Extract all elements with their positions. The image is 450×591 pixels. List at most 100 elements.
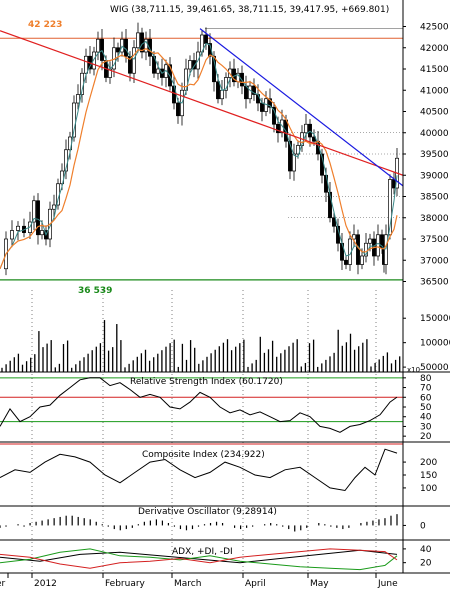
plus-di-line xyxy=(0,548,398,571)
adx-title: ADX, +DI, -DI xyxy=(172,547,233,557)
y-tick-label: 40 xyxy=(420,545,432,555)
candle-body xyxy=(124,38,128,57)
y-tick-label: 42500 xyxy=(420,23,449,33)
candle-body xyxy=(216,81,220,100)
candle-body xyxy=(156,68,160,74)
candle-body xyxy=(132,47,136,74)
y-tick-label: 37500 xyxy=(420,235,449,245)
resistance-label: 42 223 xyxy=(28,20,62,30)
candle-body xyxy=(40,230,44,236)
y-tick-label: 40 xyxy=(420,413,432,423)
candle-body xyxy=(376,234,380,257)
candle-body xyxy=(220,89,224,100)
composite-title: Composite Index (234.922) xyxy=(142,450,265,460)
y-tick-label: 150 xyxy=(420,471,437,481)
candle-body xyxy=(36,200,40,236)
y-tick-label: 40000 xyxy=(420,129,449,139)
support-label: 36 539 xyxy=(78,286,112,296)
y-tick-label: 20 xyxy=(420,432,432,442)
candle-body xyxy=(176,102,180,117)
y-tick-label: 100 xyxy=(420,484,437,494)
candle-body xyxy=(76,94,80,104)
y-tick-label: 41500 xyxy=(420,65,449,75)
candle-body xyxy=(148,38,152,57)
composite-line xyxy=(0,448,398,492)
fast-moving-average xyxy=(0,40,398,269)
candle-body xyxy=(304,123,308,134)
candle-body xyxy=(360,255,364,265)
candle-body xyxy=(204,34,208,44)
candle-body xyxy=(92,51,96,70)
candle-body xyxy=(260,102,264,112)
volume-unit-label: x10 xyxy=(407,366,420,374)
candle-body xyxy=(116,47,120,53)
x-tick-label: April xyxy=(245,579,266,589)
x-tick-label: 2012 xyxy=(34,579,57,589)
y-tick-label: 70 xyxy=(420,384,432,394)
y-tick-label: 38000 xyxy=(420,214,449,224)
candle-body xyxy=(52,204,56,210)
candle-body xyxy=(364,242,368,257)
candle-body xyxy=(188,60,192,70)
candle-body xyxy=(384,234,388,265)
rsi-title: Relative Strength Index (60.1720) xyxy=(130,377,283,387)
candle-body xyxy=(136,32,140,49)
candle-body xyxy=(144,38,148,53)
y-tick-label: 41000 xyxy=(420,86,449,96)
candle-body xyxy=(292,153,296,172)
adx-line xyxy=(0,549,398,564)
blue-trendline xyxy=(199,28,404,187)
candle-body xyxy=(10,230,14,240)
composite-panel: 100 150 200 Composite Index (234.922) xyxy=(0,448,437,494)
rsi-line xyxy=(0,377,398,433)
candle-body xyxy=(332,217,336,227)
candle-body xyxy=(288,140,292,172)
adx-panel: 20 40 ADX, +DI, -DI xyxy=(0,545,432,571)
x-tick-label: er xyxy=(0,579,6,589)
y-tick-label: 30 xyxy=(420,422,432,432)
y-tick-label: 37000 xyxy=(420,256,449,266)
y-tick-label: 20 xyxy=(420,559,432,569)
derivative-panel: 0 Derivative Oscillator (9.28914) xyxy=(0,507,426,532)
y-tick-label: 100000 xyxy=(420,339,450,349)
red-trendline xyxy=(0,30,404,176)
y-tick-label: 39500 xyxy=(420,150,449,160)
minus-di-line xyxy=(0,548,398,569)
y-tick-label: 40500 xyxy=(420,108,449,118)
price-title: WIG (38,711.15, 39,461.65, 38,711.15, 39… xyxy=(110,5,389,15)
y-tick-label: 39000 xyxy=(420,171,449,181)
candle-body xyxy=(368,238,372,244)
candle-body xyxy=(96,38,100,53)
candle-body xyxy=(248,85,252,100)
candle-body xyxy=(72,102,76,138)
candle-body xyxy=(328,191,332,219)
y-tick-label: 80 xyxy=(420,374,432,384)
y-tick-label: 42000 xyxy=(420,44,449,54)
candle-body xyxy=(100,38,104,61)
candle-body xyxy=(140,32,144,53)
y-tick-label: 60 xyxy=(420,393,432,403)
candle-body xyxy=(252,85,256,95)
x-tick-label: May xyxy=(310,579,329,589)
y-tick-label: 50 xyxy=(420,403,432,413)
candle-body xyxy=(344,259,348,265)
candle-body xyxy=(268,98,272,108)
candle-body xyxy=(388,179,392,236)
y-tick-label: 150000 xyxy=(420,314,450,324)
y-tick-label: 50000 xyxy=(420,363,449,373)
derivative-title: Derivative Oscillator (9.28914) xyxy=(138,507,277,517)
candle-body xyxy=(296,145,300,155)
candle-body xyxy=(308,123,312,138)
x-tick-label: February xyxy=(105,579,146,589)
x-tick-label: March xyxy=(174,579,201,589)
slow-moving-average xyxy=(0,48,398,270)
candle-body xyxy=(16,225,20,231)
volume-panel: 50000 100000 150000 x10 xyxy=(1,314,450,374)
candle-body xyxy=(120,38,124,53)
y-tick-label: 36500 xyxy=(420,278,449,288)
candle-body xyxy=(352,234,356,240)
